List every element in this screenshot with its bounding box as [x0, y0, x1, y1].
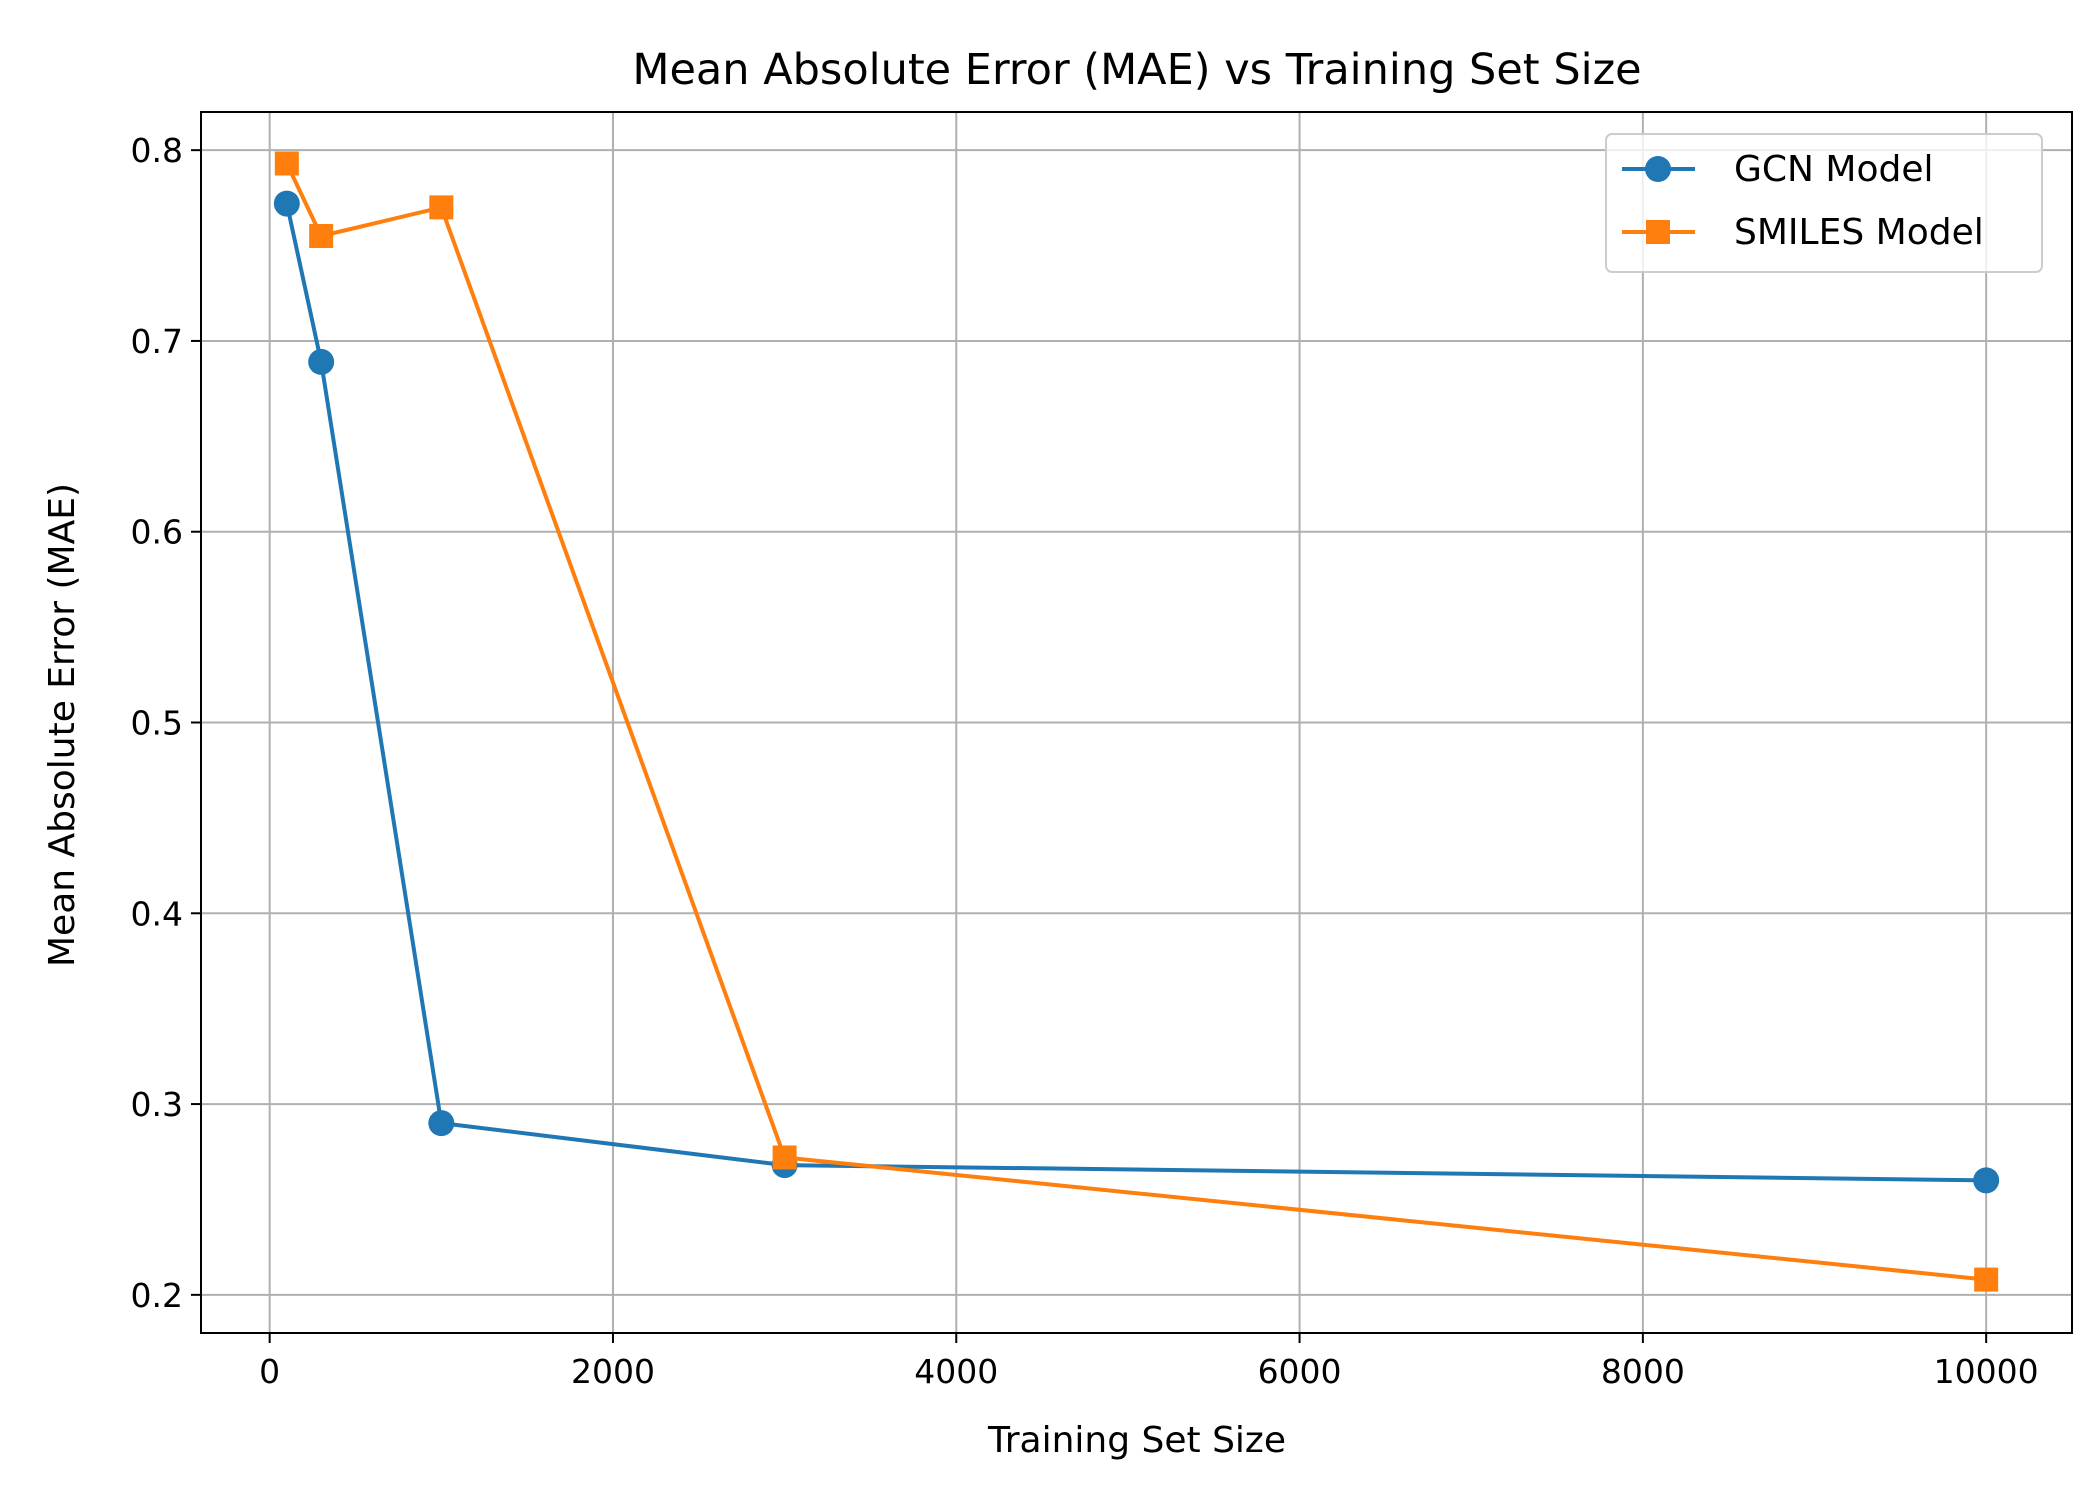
y-tick-label: 0.2 [131, 1276, 183, 1315]
axis-ticks: 0 2000 4000 6000 8000 10000 0.2 0.3 0.4 0.5 0.6 0.7… [131, 131, 2039, 1391]
x-tick-label: 2000 [571, 1352, 655, 1391]
x-axis-title: Training Set Size [987, 1420, 1286, 1461]
data-point-smiles [1974, 1267, 1999, 1292]
legend-box [1605, 133, 2043, 273]
legend-label-gcn: GCN Model [1734, 149, 1934, 190]
data-point-gcn [1973, 1167, 2000, 1194]
data-point-gcn [308, 348, 335, 375]
y-tick-label: 0.7 [131, 322, 183, 361]
chart-title: Mean Absolute Error (MAE) vs Training Se… [632, 45, 1641, 95]
legend-entry-smiles: SMILES Model [1622, 212, 1984, 253]
y-tick-label: 0.3 [131, 1085, 183, 1124]
data-point-gcn [273, 190, 300, 217]
data-point-smiles [429, 195, 454, 220]
legend-marker-smiles [1646, 220, 1670, 244]
data-point-smiles [274, 151, 299, 176]
x-tick-label: 6000 [1258, 1352, 1342, 1391]
y-tick-label: 0.4 [131, 894, 183, 933]
y-tick-label: 0.6 [131, 513, 183, 552]
legend-marker-gcn [1645, 156, 1671, 182]
legend: GCN Model SMILES Model [1605, 133, 2043, 273]
series-smiles [274, 151, 1999, 1292]
x-tick-label: 10000 [1934, 1352, 2039, 1391]
x-tick-label: 8000 [1601, 1352, 1685, 1391]
x-tick-label: 0 [259, 1352, 280, 1391]
x-tick-label: 4000 [914, 1352, 998, 1391]
data-point-smiles [772, 1145, 797, 1170]
data-point-smiles [309, 224, 334, 249]
y-tick-label: 0.8 [131, 131, 183, 170]
y-axis-title: Mean Absolute Error (MAE) [42, 483, 83, 967]
data-point-gcn [428, 1110, 455, 1137]
legend-entry-gcn: GCN Model [1622, 149, 1934, 190]
series-layer [273, 151, 2000, 1292]
y-tick-label: 0.5 [131, 704, 183, 743]
legend-label-smiles: SMILES Model [1734, 212, 1984, 253]
grid-lines [201, 112, 2072, 1333]
